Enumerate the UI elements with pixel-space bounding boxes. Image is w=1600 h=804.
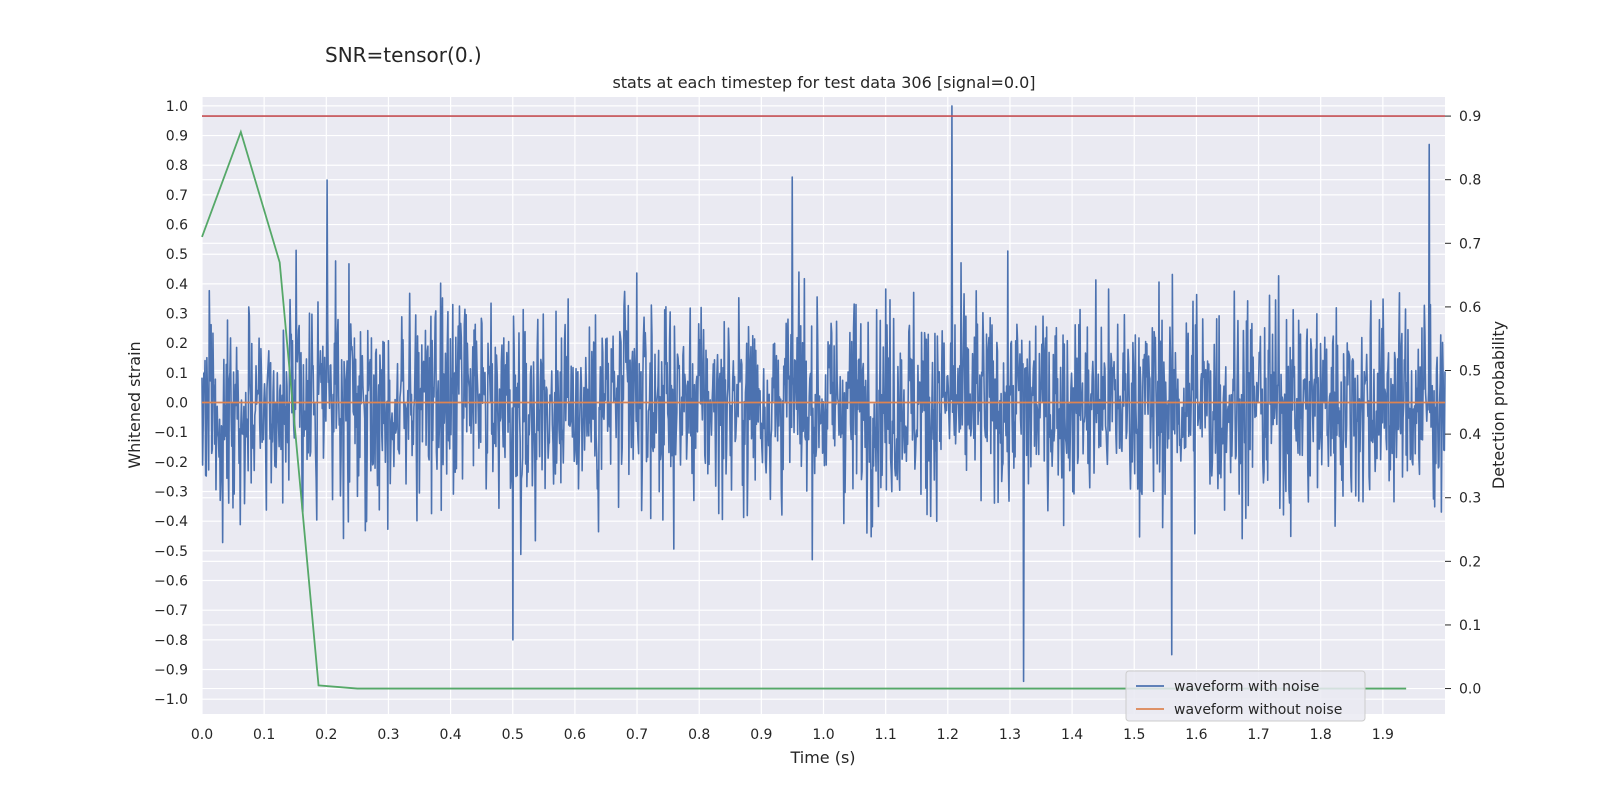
y-tick-label: −0.5: [154, 544, 188, 560]
x-tick-label: 0.4: [439, 727, 461, 743]
y-tick-label: 0.3: [166, 307, 188, 323]
y-tick-label: 0.0: [166, 396, 188, 412]
y-tick-label: 0.6: [166, 218, 188, 234]
y2-tick-label: 0.4: [1459, 427, 1481, 443]
legend-label: waveform without noise: [1174, 702, 1342, 718]
suptitle: SNR=tensor(0.): [325, 43, 482, 67]
x-tick-label: 1.5: [1123, 727, 1145, 743]
x-tick-label: 0.0: [191, 727, 213, 743]
left-axis: 1.0 0.9 0.8 0.7 0.6 0.5 0.4 0.3 0.2 0.1 0.0 −0.1 −0.…: [154, 99, 188, 708]
y-tick-label: −1.0: [154, 692, 188, 708]
x-tick-label: 1.8: [1310, 727, 1332, 743]
x-tick-label: 0.1: [253, 727, 275, 743]
x-tick-label: 0.9: [750, 727, 772, 743]
legend-label: waveform with noise: [1174, 679, 1319, 695]
y-tick-label: −0.2: [154, 455, 188, 471]
x-tick-label: 1.2: [937, 727, 959, 743]
series-layer: [201, 105, 1446, 690]
y2-tick-label: 0.5: [1459, 364, 1481, 380]
legend: waveform with noise waveform without nois…: [1125, 670, 1366, 722]
x-tick-label: 0.6: [564, 727, 586, 743]
y-tick-label: −0.4: [154, 514, 188, 530]
y-axis-label: Whitened strain: [125, 341, 144, 468]
x-tick-label: 1.7: [1247, 727, 1269, 743]
y-tick-label: −0.6: [154, 574, 188, 590]
y-tick-label: 0.7: [166, 188, 188, 204]
y2-tick-label: 0.7: [1459, 236, 1481, 252]
x-tick-label: 1.1: [875, 727, 897, 743]
y-tick-label: −0.9: [154, 663, 188, 679]
y-tick-label: −0.3: [154, 485, 188, 501]
y2-tick-label: 0.2: [1459, 554, 1481, 570]
y-tick-label: −0.7: [154, 603, 188, 619]
x-axis-label: Time (s): [789, 748, 855, 767]
series-detection-probability: [201, 129, 1407, 690]
y-tick-label: 0.4: [166, 277, 188, 293]
y-tick-label: 0.5: [166, 247, 188, 263]
x-tick-label: 0.3: [377, 727, 399, 743]
x-tick-label: 0.5: [502, 727, 524, 743]
y2-tick-label: 0.8: [1459, 173, 1481, 189]
series-waveform-with-noise: [201, 105, 1446, 683]
chart-title: stats at each timestep for test data 306…: [612, 73, 1035, 92]
x-tick-label: 1.4: [1061, 727, 1083, 743]
x-tick-label: 1.0: [812, 727, 834, 743]
y-tick-label: 0.2: [166, 336, 188, 352]
right-axis: 0.9 0.8 0.7 0.6 0.5 0.4 0.3 0.2 0.1 0.0: [1445, 109, 1481, 698]
x-tick-label: 0.8: [688, 727, 710, 743]
y2-tick-label: 0.3: [1459, 491, 1481, 507]
y2-tick-label: 0.9: [1459, 109, 1481, 125]
x-tick-label: 1.3: [999, 727, 1021, 743]
x-tick-label: 1.6: [1185, 727, 1207, 743]
y2-tick-label: 0.0: [1459, 682, 1481, 698]
y2-tick-label: 0.1: [1459, 618, 1481, 634]
y2-axis-label: Detection probability: [1489, 321, 1508, 489]
y-tick-label: −0.1: [154, 425, 188, 441]
y-tick-label: 0.1: [166, 366, 188, 382]
y2-tick-label: 0.6: [1459, 300, 1481, 316]
legend-box: [1125, 670, 1366, 722]
y-tick-label: 0.9: [166, 129, 188, 145]
x-tick-label: 1.9: [1372, 727, 1394, 743]
y-tick-label: −0.8: [154, 633, 188, 649]
bottom-axis: 0.0 0.1 0.2 0.3 0.4 0.5 0.6 0.7 0.8 0.9 1.0 1.1 1.2 1…: [191, 727, 1394, 743]
x-tick-label: 0.2: [315, 727, 337, 743]
y-tick-label: 1.0: [166, 99, 188, 115]
x-tick-label: 0.7: [626, 727, 648, 743]
y-tick-label: 0.8: [166, 158, 188, 174]
